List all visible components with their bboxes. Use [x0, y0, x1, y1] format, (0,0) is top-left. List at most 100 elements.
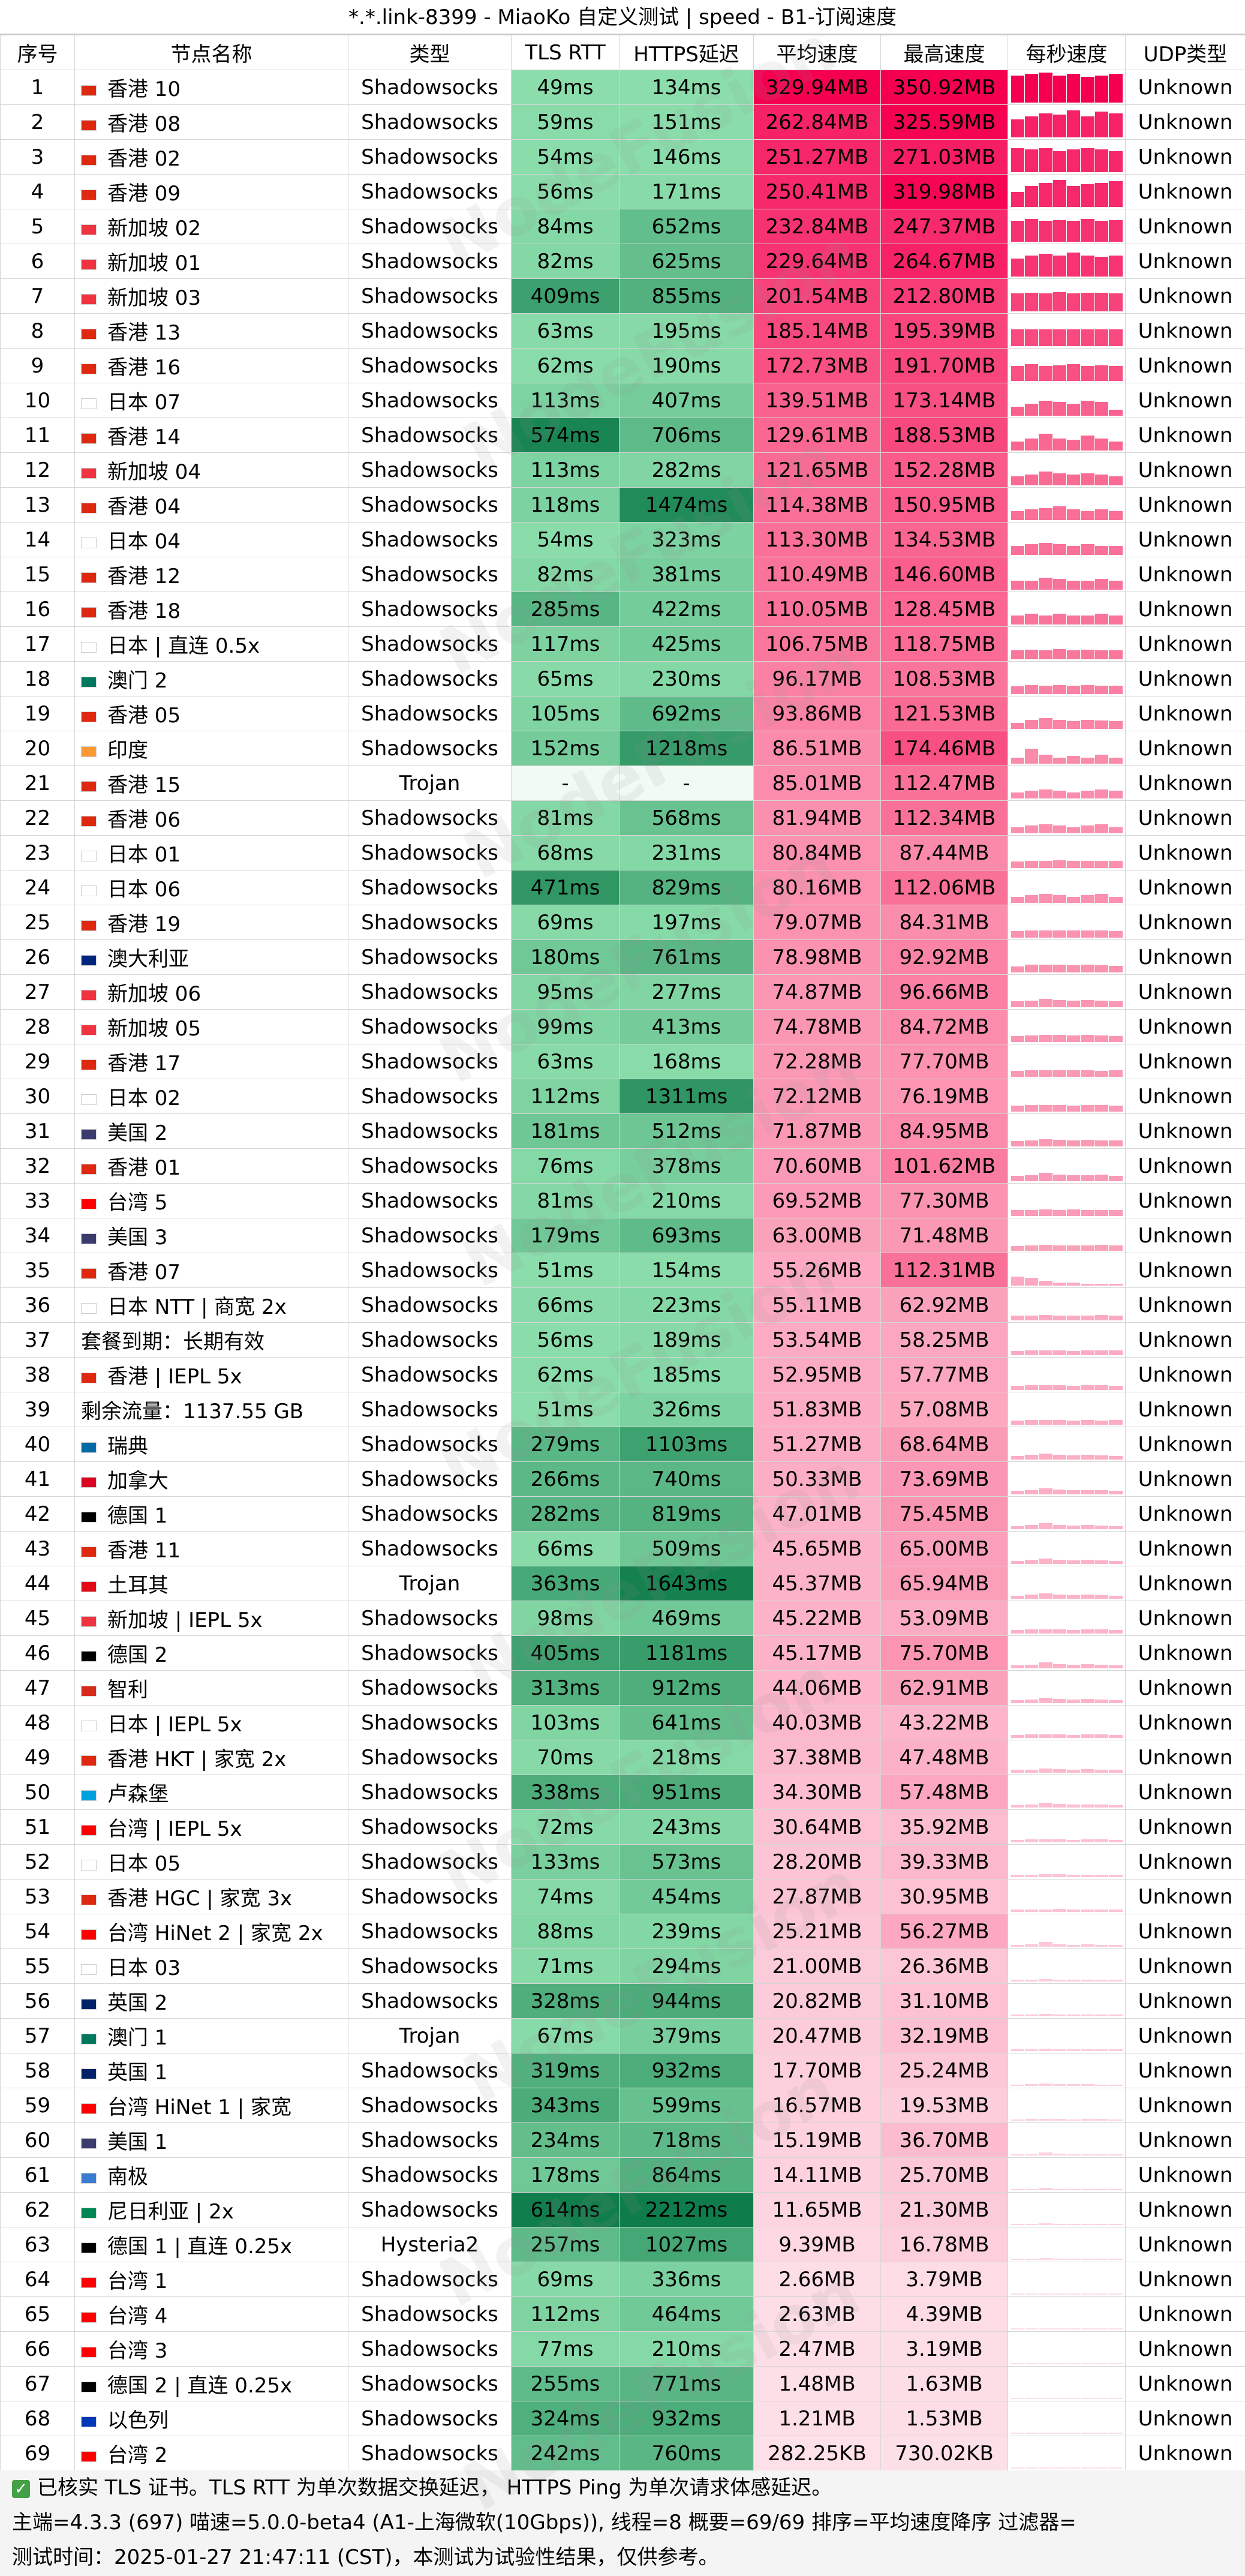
udp-type: Unknown: [1125, 1601, 1245, 1636]
tls-rtt: 328ms: [511, 1983, 620, 2019]
sparkline-bar: [1052, 964, 1066, 972]
row-index: 67: [0, 2366, 75, 2401]
sparkline-bar: [1094, 2118, 1109, 2121]
row-index: 19: [0, 696, 75, 731]
row-index: 44: [0, 1566, 75, 1601]
udp-type: Unknown: [1125, 1357, 1245, 1392]
avg-speed: 72.12MB: [753, 1079, 881, 1114]
avg-speed: 37.38MB: [753, 1740, 881, 1775]
sparkline-bar: [1094, 650, 1109, 659]
sparkline-bar: [1024, 544, 1039, 555]
row-index: 35: [0, 1253, 75, 1288]
udp-type: Unknown: [1125, 1183, 1245, 1218]
max-speed: 112.47MB: [880, 765, 1008, 801]
sparkline-bar: [1081, 435, 1094, 451]
sparkline-bar: [1094, 545, 1109, 555]
https-latency: 151ms: [619, 104, 754, 140]
node-name-text: 日本 07: [107, 391, 181, 415]
sparkline: [1011, 942, 1123, 972]
sparkline-bar: [1067, 110, 1081, 137]
table-row: 58 英国 1 Shadowsocks 319ms 932ms 17.70MB 25.24M…: [0, 2053, 1245, 2088]
sparkline-bar: [1109, 1315, 1123, 1320]
tls-rtt: 112ms: [511, 2296, 620, 2332]
node-name-text: 台湾 1: [107, 2269, 168, 2293]
flag-hk-icon: [81, 328, 97, 340]
flag-tw-icon: [81, 1929, 97, 1940]
sparkline-bar: [1011, 1700, 1024, 1703]
node-type: Shadowsocks: [348, 1183, 512, 1218]
per-second-sparkline: [1008, 1566, 1126, 1601]
per-second-sparkline: [1008, 870, 1126, 905]
sparkline-bar: [1052, 255, 1066, 277]
sparkline-bar: [1052, 1489, 1066, 1494]
node-type: Shadowsocks: [348, 209, 512, 244]
table-row: 41 加拿大 Shadowsocks 266ms 740ms 50.33MB 73.69MB…: [0, 1461, 1245, 1497]
sparkline-bar: [1081, 999, 1094, 1007]
sparkline-bar: [1094, 1455, 1109, 1460]
tls-rtt: 56ms: [511, 1322, 620, 1358]
sparkline-bar: [1039, 2362, 1052, 2364]
sparkline-bar: [1052, 151, 1066, 172]
sparkline-bar: [1052, 2153, 1066, 2155]
sparkline-bar: [1081, 1698, 1094, 1703]
max-speed: 325.59MB: [880, 104, 1008, 140]
node-type: Shadowsocks: [348, 1253, 512, 1288]
flag-hk-icon: [81, 780, 97, 792]
row-index: 2: [0, 104, 75, 140]
flag-se-icon: [81, 1442, 97, 1453]
sparkline-bar: [1109, 1350, 1123, 1355]
sparkline-bar: [1081, 1664, 1094, 1668]
table-row: 49 香港 HKT | 家宽 2x Shadowsocks 70ms 218ms 37.3…: [0, 1740, 1245, 1775]
node-name: 香港 04: [74, 487, 348, 523]
tls-rtt: 103ms: [511, 1705, 620, 1740]
table-row: 19 香港 05 Shadowsocks 105ms 692ms 93.86MB 121.5…: [0, 696, 1245, 731]
row-index: 57: [0, 2018, 75, 2053]
udp-type: Unknown: [1125, 2262, 1245, 2297]
row-index: 31: [0, 1113, 75, 1149]
sparkline: [1011, 1882, 1123, 1912]
sparkline-bar: [1067, 1282, 1081, 1286]
sparkline-bar: [1109, 2119, 1123, 2121]
sparkline-bar: [1039, 1978, 1052, 1981]
tls-rtt: 84ms: [511, 209, 620, 244]
sparkline-bar: [1039, 1629, 1052, 1634]
sparkline-bar: [1081, 2293, 1094, 2295]
sparkline-bar: [1052, 1698, 1066, 1703]
row-index: 58: [0, 2053, 75, 2088]
sparkline-bar: [1067, 650, 1081, 659]
flag-sg-icon: [81, 224, 97, 235]
node-name-text: 台湾 HiNet 2 | 家宽 2x: [107, 1922, 323, 1945]
sparkline-bar: [1052, 220, 1066, 242]
table-row: 34 美国 3 Shadowsocks 179ms 693ms 63.00MB 71.48M…: [0, 1218, 1245, 1253]
sparkline-bar: [1039, 433, 1052, 451]
sparkline-bar: [1109, 255, 1123, 277]
tls-rtt: 255ms: [511, 2366, 620, 2401]
sparkline: [1011, 1708, 1123, 1738]
max-speed: 4.39MB: [880, 2296, 1008, 2332]
avg-speed: 53.54MB: [753, 1322, 881, 1358]
node-name-text: 日本 | 直连 0.5x: [107, 634, 260, 658]
node-type: Shadowsocks: [348, 1775, 512, 1810]
row-index: 51: [0, 1809, 75, 1845]
node-name: 日本 NTT | 商宽 2x: [74, 1287, 348, 1323]
sparkline-bar: [1109, 1419, 1123, 1425]
tls-rtt: 279ms: [511, 1427, 620, 1462]
sparkline-bar: [1024, 116, 1039, 137]
sparkline-bar: [1094, 438, 1109, 451]
per-second-sparkline: [1008, 1740, 1126, 1775]
node-name-text: 香港 | IEPL 5x: [107, 1365, 242, 1389]
per-second-sparkline: [1008, 696, 1126, 731]
node-type: Shadowsocks: [348, 905, 512, 940]
sparkline-bar: [1052, 684, 1066, 694]
sparkline-bar: [1067, 580, 1081, 590]
sparkline-bar: [1011, 119, 1024, 137]
table-row: 21 香港 15 Trojan - -85.01MB 112.47MB Unknown: [0, 765, 1245, 801]
node-name: 台湾 5: [74, 1183, 348, 1218]
node-name: 香港 13: [74, 313, 348, 349]
sparkline-bar: [1024, 1559, 1039, 1564]
node-name: 日本 | 直连 0.5x: [74, 626, 348, 662]
node-name: 香港 | IEPL 5x: [74, 1357, 348, 1392]
sparkline-bar: [1039, 1280, 1052, 1286]
sparkline-bar: [1067, 2328, 1081, 2329]
sparkline-bar: [1011, 930, 1024, 938]
